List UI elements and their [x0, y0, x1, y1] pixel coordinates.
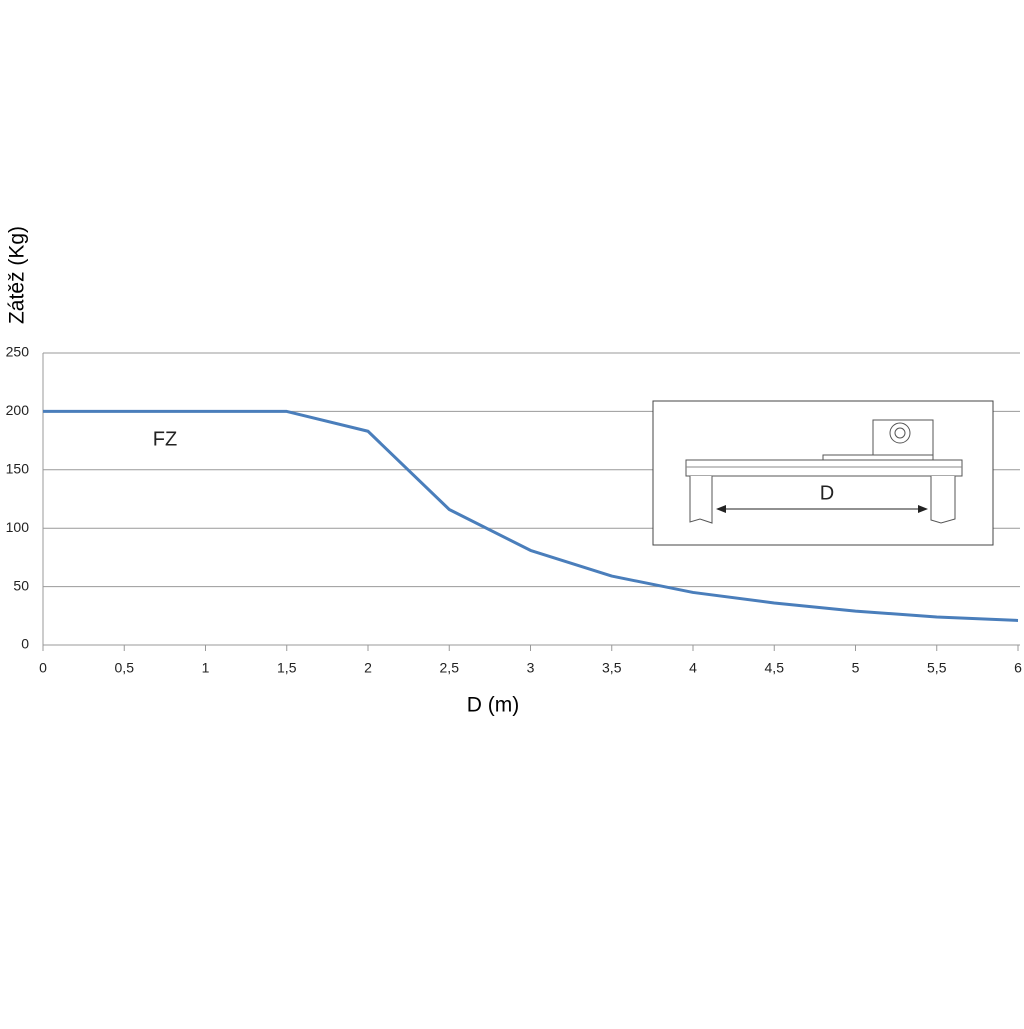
y-tick-label: 250: [6, 344, 30, 360]
inset-diagram: D: [652, 400, 994, 546]
left-support: [689, 476, 713, 524]
x-tick-label: 3,5: [602, 660, 622, 676]
x-tick-label: 3: [527, 660, 535, 676]
x-tick-label: 6: [1014, 660, 1022, 676]
x-tick-label: 5,5: [927, 660, 947, 676]
series-label: FZ: [153, 428, 177, 450]
x-tick-label: 0: [39, 660, 47, 676]
x-tick-label: 5: [852, 660, 860, 676]
x-tick-label: 1,5: [277, 660, 297, 676]
x-tick-label: 4: [689, 660, 697, 676]
inset-label: D: [820, 482, 834, 504]
motor-hub: [889, 422, 911, 444]
y-tick-label: 100: [6, 519, 30, 535]
motor-shaft: [894, 427, 906, 439]
right-support: [930, 476, 956, 524]
x-tick-label: 2,5: [440, 660, 460, 676]
data-line: [43, 409, 1019, 622]
x-axis-label: D (m): [467, 694, 519, 717]
motor-plate: [872, 419, 934, 459]
y-tick-label: 0: [21, 636, 29, 652]
x-tick-label: 2: [364, 660, 372, 676]
y-tick-label: 50: [13, 577, 29, 593]
x-tick-label: 0,5: [115, 660, 135, 676]
y-axis-label: Zátěž (Kg): [6, 226, 29, 324]
x-tick-label: 1: [202, 660, 210, 676]
rail: [685, 459, 963, 477]
x-tick-label: 4,5: [765, 660, 785, 676]
y-tick-label: 150: [6, 461, 30, 477]
y-tick-label: 200: [6, 402, 30, 418]
